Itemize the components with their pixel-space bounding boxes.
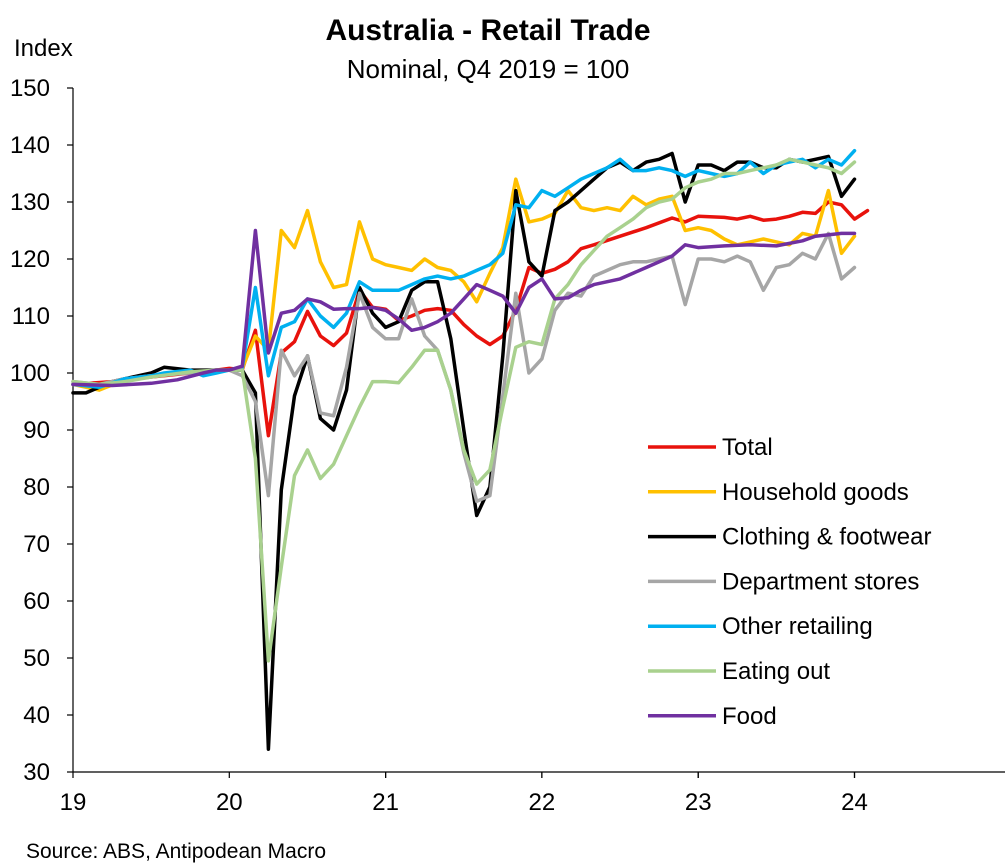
chart-title: Australia - Retail Trade [325, 14, 650, 47]
y-tick-label: 80 [23, 474, 50, 501]
series-line-department-stores [71, 231, 857, 504]
legend-label: Household goods [722, 479, 909, 506]
series-line-food [71, 228, 857, 388]
x-tick-label: 19 [60, 789, 87, 816]
y-tick-label: 100 [10, 360, 50, 387]
chart-subtitle: Nominal, Q4 2019 = 100 [347, 54, 630, 84]
y-tick-label: 70 [23, 531, 50, 558]
y-tick-label: 140 [10, 132, 50, 159]
y-tick-label: 130 [10, 189, 50, 216]
series-line-other-retailing [71, 148, 857, 390]
y-tick-label: 50 [23, 645, 50, 672]
plot-area [71, 148, 870, 751]
y-tick-label: 60 [23, 588, 50, 615]
legend-label: Clothing & footwear [722, 524, 931, 551]
legend-label: Department stores [722, 568, 919, 595]
y-axis-ticks: 30 40 50 60 70 80 90 100 110 120 130 140 150 [10, 75, 73, 786]
series-line-total [71, 200, 870, 438]
y-tick-label: 110 [12, 303, 50, 330]
y-tick-label: 90 [23, 417, 50, 444]
x-tick-label: 24 [841, 789, 868, 816]
x-axis-ticks: 19 20 21 22 23 24 [60, 772, 868, 816]
y-axis-label: Index [14, 35, 73, 62]
source-note: Source: ABS, Antipodean Macro [26, 840, 326, 863]
y-tick-label: 120 [10, 246, 50, 273]
series-line-eating-out [71, 157, 857, 663]
legend-label: Eating out [722, 658, 830, 685]
series-line-clothing-footwear [71, 151, 857, 751]
legend-label: Total [722, 434, 773, 461]
y-tick-label: 150 [10, 75, 50, 102]
legend-label: Food [722, 703, 777, 730]
series-line-household-goods [71, 177, 857, 392]
x-tick-label: 20 [216, 789, 243, 816]
x-tick-label: 23 [685, 789, 712, 816]
x-tick-label: 22 [529, 789, 556, 816]
legend: Total Household goods Clothing & footwear D… [648, 434, 931, 730]
y-tick-label: 40 [23, 702, 50, 729]
y-tick-label: 30 [23, 759, 50, 786]
x-tick-label: 21 [372, 789, 399, 816]
legend-label: Other retailing [722, 613, 873, 640]
